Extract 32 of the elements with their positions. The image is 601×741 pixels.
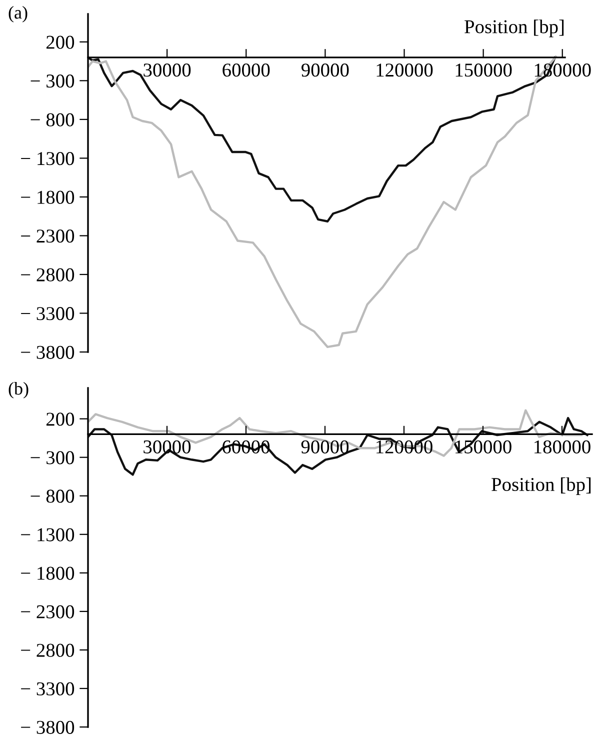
x-tick-label: 150000: [456, 64, 512, 77]
y-tick-label: − 1800: [21, 190, 74, 204]
x-tick-label: 180000: [534, 440, 590, 454]
x-tick-label: 30000: [144, 64, 191, 77]
x-tick-label: 120000: [376, 440, 432, 454]
chart-title: (b): [8, 382, 28, 398]
y-tick-label: − 3300: [21, 307, 74, 320]
x-axis-title: Position [bp]: [464, 20, 564, 38]
y-tick-label: − 3300: [21, 682, 74, 696]
y-tick-label: − 1300: [21, 152, 74, 166]
y-tick-label: − 2800: [21, 268, 74, 282]
y-tick-label: − 2800: [21, 644, 74, 657]
y-tick-label: − 800: [30, 113, 74, 126]
y-tick-label: − 300: [30, 74, 74, 88]
x-tick-label: 90000: [302, 64, 349, 77]
y-tick-label: − 1300: [21, 528, 74, 542]
line-series: [88, 416, 588, 476]
y-tick-label: − 800: [30, 490, 74, 503]
chart-title: (a): [8, 6, 28, 22]
x-tick-label: 120000: [376, 64, 433, 77]
y-tick-label: − 2300: [21, 230, 74, 243]
y-tick-label: − 1800: [21, 566, 74, 580]
y-tick-label: 200: [46, 36, 74, 49]
x-tick-label: 60000: [222, 64, 270, 77]
y-tick-label: − 3800: [21, 346, 74, 359]
x-tick-label: 30000: [144, 440, 191, 454]
y-tick-label: − 300: [30, 451, 74, 464]
x-axis-title: Position [bp]: [492, 477, 591, 496]
x-tick-label: 90000: [301, 440, 349, 454]
y-tick-label: 200: [46, 412, 74, 426]
y-tick-label: − 3800: [21, 720, 74, 734]
y-tick-label: − 2300: [21, 605, 74, 618]
